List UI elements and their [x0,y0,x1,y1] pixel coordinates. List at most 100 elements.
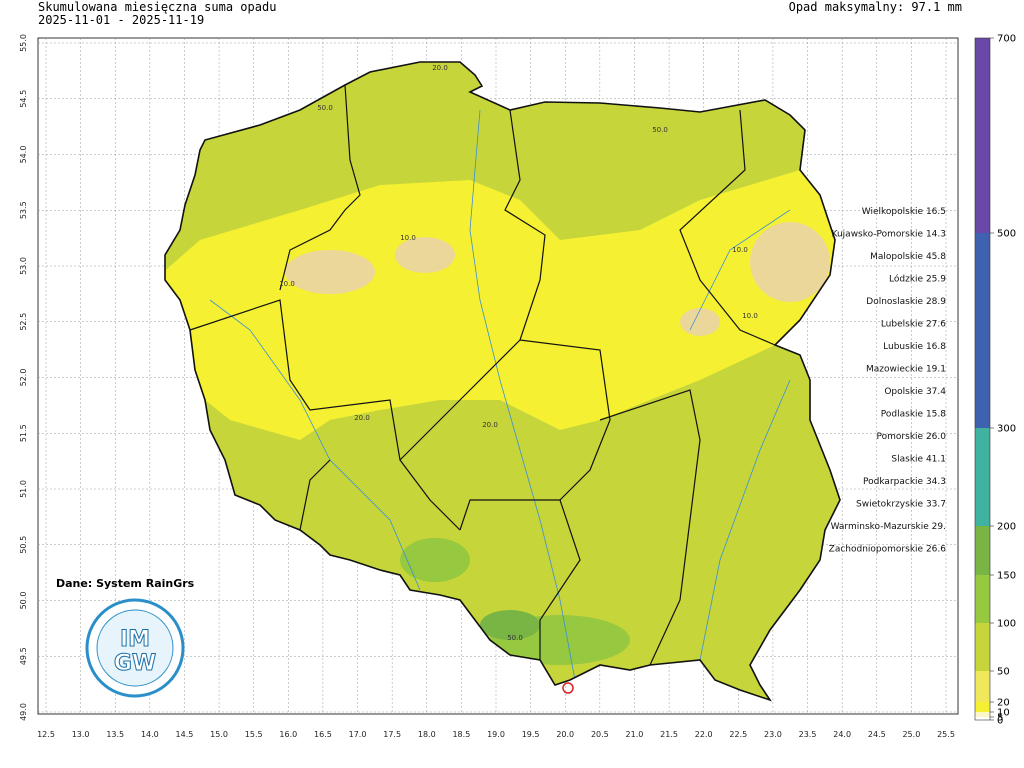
lat-tick-label: 50.5 [19,536,28,554]
lat-tick-label: 51.5 [19,424,28,442]
colorbar-label: 0 [997,716,1003,727]
lon-tick-label: 25.0 [902,730,920,739]
country-border [164,61,841,702]
region-name: Malopolskie [870,252,923,262]
lon-tick-label: 12.5 [37,730,55,739]
rivers [209,109,791,681]
colorbar-label: 50 [997,667,1010,678]
precip-field [165,62,840,700]
contour-label: 50.0 [317,104,333,112]
region-name: Dolnoslaskie [866,297,923,307]
region-value: 19.1 [926,365,946,375]
region-label: Podkarpackie 34.3 [863,477,946,487]
colorbar-bin [975,575,990,623]
lat-tick-label: 52.0 [19,369,28,387]
colorbar-bin [975,623,990,671]
lat-tick-label: 54.5 [19,90,28,108]
region-label: Podlaskie 15.8 [881,410,946,420]
region-label: Slaskie 41.1 [891,455,946,465]
region-name: Zachodniopomorskie [829,545,924,555]
field-10-20 [165,170,840,440]
field-5-10 [285,250,375,294]
region-name: Wielkopolskie [862,207,924,217]
contour-label: 10.0 [279,280,295,288]
contour-label: 50.0 [652,126,668,134]
lon-tick-label: 17.5 [383,730,401,739]
region-name: Lódzkie [889,274,924,285]
field-5-10 [750,222,830,302]
contour-label: 50.0 [507,634,523,642]
region-value: 34.3 [926,477,946,487]
region-value: 25.9 [926,275,946,285]
colorbar-label: 150 [997,571,1016,582]
region-value: 16.8 [926,342,946,352]
lat-tick-label: 49.0 [19,703,28,721]
region-label: Swietokrzyskie 33.7 [856,500,946,510]
colorbar-bin [975,702,990,712]
colorbar-bin [975,712,990,717]
lon-tick-label: 23.5 [799,730,817,739]
lon-tick-label: 23.0 [764,730,782,739]
region-label: Lubuskie 16.8 [883,342,946,352]
region-label: Lubelskie 27.6 [881,320,946,330]
lon-tick-label: 24.0 [833,730,851,739]
colorbar-bin [975,428,990,526]
region-value: 33.7 [926,500,946,510]
max-marker [562,682,574,694]
region-value: 27.6 [926,320,946,330]
region-list: Wielkopolskie 16.5 Kujawsko-Pomorskie 14.… [829,207,947,555]
contour-label: 10.0 [742,312,758,320]
lon-tick-label: 22.5 [729,730,747,739]
region-value: 37.4 [926,387,946,397]
max-precip: Opad maksymalny: 97.1 mm [789,0,962,14]
region-value: 14.3 [926,230,946,240]
lon-tick-label: 16.0 [279,730,297,739]
contour-label: 20.0 [432,64,448,72]
lon-tick-label: 18.5 [452,730,470,739]
lon-tick-label: 14.5 [176,730,194,739]
region-label: Lódzkie 25.9 [889,274,946,285]
region-label: Kujawsko-Pomorskie 14.3 [832,230,946,240]
lon-tick-label: 25.5 [937,730,955,739]
region-value: 41.1 [926,455,946,465]
contour-label: 10.0 [732,246,748,254]
region-name: Opolskie [884,387,923,397]
lat-tick-label: 51.0 [19,480,28,498]
region-value: 28.9 [926,297,946,307]
lon-tick-label: 15.0 [210,730,228,739]
region-label: Dolnoslaskie 28.9 [866,297,946,307]
field-5-10 [680,308,720,336]
colorbar-bin [975,233,990,428]
lon-tick-label: 17.0 [349,730,367,739]
lon-tick-label: 20.0 [556,730,574,739]
voivodeship-borders [189,84,776,666]
lat-tick-label: 49.5 [19,647,28,665]
colorbar-frame [974,37,991,721]
region-value: 29. [932,522,946,532]
lat-tick-label: 53.5 [19,201,28,219]
colorbar-label: 20 [997,698,1010,709]
lon-tick-label: 14.0 [141,730,159,739]
lon-tick-label: 20.5 [591,730,609,739]
contour-label: 20.0 [482,421,498,429]
lat-tick-label: 52.5 [19,313,28,331]
period: 2025-11-01 - 2025-11-19 [38,13,204,27]
lon-tick-label: 16.5 [314,730,332,739]
lon-tick-label: 22.0 [695,730,713,739]
field-50-100 [400,538,470,582]
contour-label: 20.0 [354,414,370,422]
region-label: Mazowieckie 19.1 [866,365,946,375]
region-value: 45.8 [926,252,946,262]
logo-bottom: GW [114,651,156,676]
region-name: Swietokrzyskie [856,500,924,510]
lon-tick-label: 13.0 [72,730,90,739]
lon-tick-label: 19.5 [522,730,540,739]
lon-tick-label: 18.0 [418,730,436,739]
region-name: Podkarpackie [863,477,923,487]
region-label: Warminsko-Mazurskie 29. [831,522,946,532]
colorbar-label: 300 [997,424,1016,435]
region-name: Mazowieckie [866,365,924,375]
